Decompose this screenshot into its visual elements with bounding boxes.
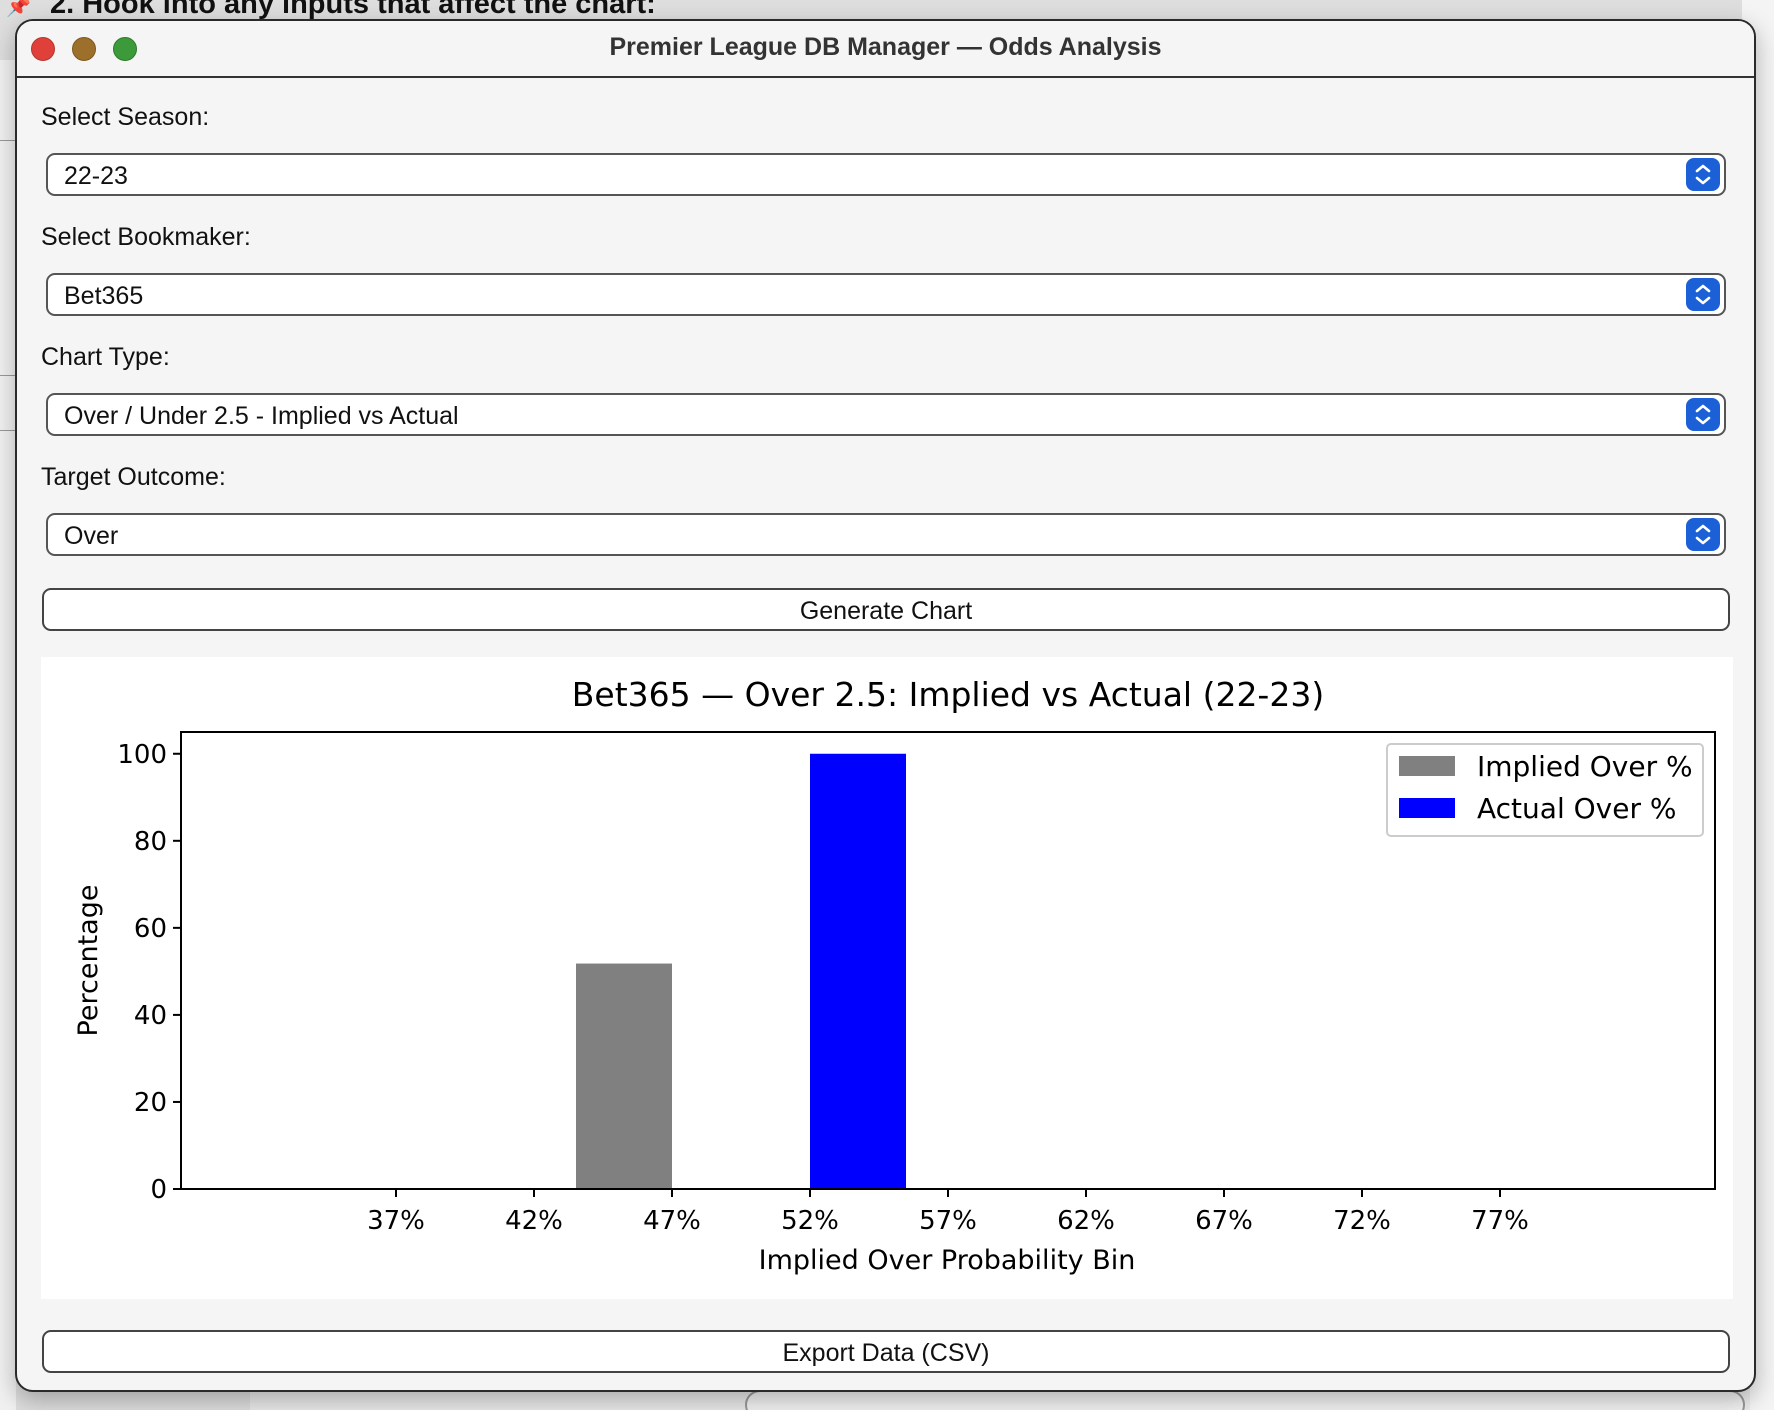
bookmaker-label: Select Bookmaker: [41, 223, 251, 251]
chevron-updown-icon[interactable] [1686, 158, 1720, 191]
chevron-updown-icon[interactable] [1686, 278, 1720, 311]
x-tick-label: 37% [367, 1206, 425, 1236]
legend-label-1: Actual Over % [1477, 792, 1676, 825]
legend-swatch-1 [1399, 798, 1455, 818]
legend-swatch-0 [1399, 756, 1455, 776]
legend-label-0: Implied Over % [1477, 750, 1693, 783]
chart-type-label: Chart Type: [41, 343, 170, 371]
bar-actual-3 [810, 753, 906, 1189]
y-tick-label: 20 [134, 1088, 167, 1118]
season-label: Select Season: [41, 103, 210, 131]
bookmaker-select[interactable]: Bet365 [46, 273, 1726, 316]
export-csv-button[interactable]: Export Data (CSV) [42, 1330, 1730, 1373]
x-tick-label: 52% [781, 1206, 839, 1236]
chart-type-select[interactable]: Over / Under 2.5 - Implied vs Actual [46, 393, 1726, 436]
close-window-button[interactable] [31, 37, 55, 61]
generate-chart-button[interactable]: Generate Chart [42, 588, 1730, 631]
y-tick-label: 80 [134, 827, 167, 857]
pin-icon: 📌 [6, 0, 31, 18]
y-tick-label: 0 [150, 1175, 167, 1205]
app-window: Premier League DB Manager — Odds Analysi… [15, 19, 1756, 1392]
chart-title: Bet365 — Over 2.5: Implied vs Actual (22… [572, 675, 1324, 714]
background-heading: 2. Hook into any inputs that affect the … [50, 0, 656, 20]
chevron-updown-icon[interactable] [1686, 518, 1720, 551]
x-tick-label: 57% [919, 1206, 977, 1236]
legend-box [1386, 743, 1704, 837]
x-tick-label: 62% [1057, 1206, 1115, 1236]
x-tick-label: 72% [1333, 1206, 1391, 1236]
background-bottom-tab [745, 1390, 1745, 1410]
target-outcome-label: Target Outcome: [41, 463, 226, 491]
minimize-window-button[interactable] [72, 37, 96, 61]
x-tick-label: 42% [505, 1206, 563, 1236]
chevron-updown-icon[interactable] [1686, 398, 1720, 431]
bar-chart: Bet365 — Over 2.5: Implied vs Actual (22… [73, 675, 1716, 1276]
y-tick-label: 100 [117, 740, 167, 770]
bar-implied-2 [576, 963, 672, 1189]
y-axis-label: Percentage [73, 885, 104, 1037]
maximize-window-button[interactable] [113, 37, 137, 61]
chart-type-value: Over / Under 2.5 - Implied vs Actual [64, 402, 459, 430]
window-title: Premier League DB Manager — Odds Analysi… [609, 33, 1162, 61]
chart-panel: Bet365 — Over 2.5: Implied vs Actual (22… [41, 657, 1733, 1299]
season-select[interactable]: 22-23 [46, 153, 1726, 196]
x-tick-label: 67% [1195, 1206, 1253, 1236]
season-value: 22-23 [64, 162, 128, 190]
x-tick-label: 47% [643, 1206, 701, 1236]
y-tick-label: 40 [134, 1001, 167, 1031]
y-tick-label: 60 [134, 914, 167, 944]
target-outcome-select[interactable]: Over [46, 513, 1726, 556]
title-bar: Premier League DB Manager — Odds Analysi… [17, 21, 1754, 78]
target-outcome-value: Over [64, 522, 119, 550]
x-axis-label: Implied Over Probability Bin [759, 1245, 1136, 1276]
background-left-panel [0, 60, 16, 1410]
bookmaker-value: Bet365 [64, 282, 144, 310]
x-tick-label: 77% [1471, 1206, 1529, 1236]
